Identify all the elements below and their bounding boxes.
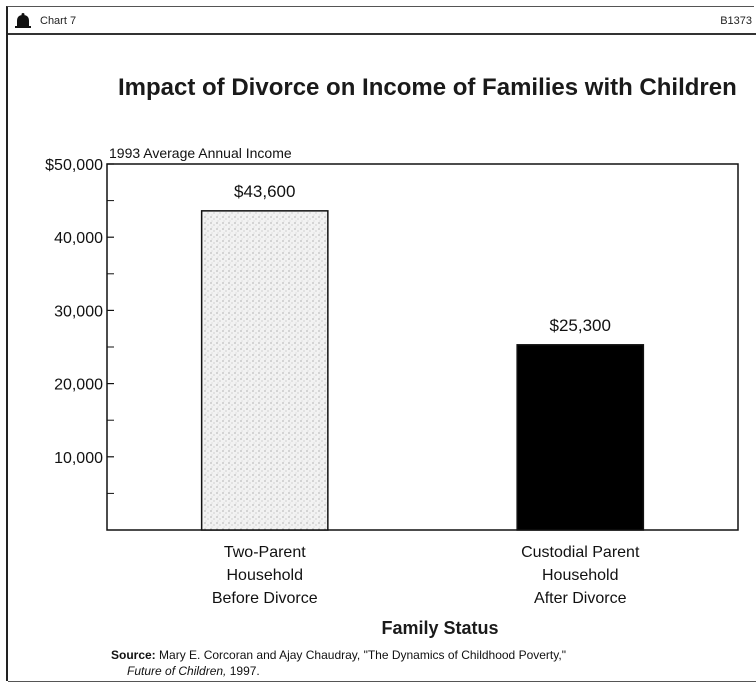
y-tick-label: 20,000 — [54, 377, 103, 394]
y-tick-label: 30,000 — [54, 303, 103, 320]
bar-1 — [200, 210, 329, 531]
y-tick-label: $50,000 — [45, 157, 103, 174]
chart-title: Impact of Divorce on Income of Families … — [118, 74, 737, 101]
bar-value-label: $25,300 — [550, 316, 611, 335]
bell-icon — [15, 13, 31, 28]
source-note: Source: Mary E. Corcoran and Ajay Chaudr… — [111, 648, 566, 662]
bottom-rule — [8, 681, 756, 682]
category-label: Household — [542, 567, 619, 584]
document-code: B1373 — [720, 15, 752, 27]
y-tick-label: 10,000 — [54, 450, 103, 467]
source-text: Mary E. Corcoran and Ajay Chaudray, "The… — [159, 648, 566, 662]
bar-2 — [516, 344, 645, 531]
category-label: Two-Parent — [224, 544, 306, 561]
bars — [200, 210, 645, 531]
source-citation: Future of Children, 1997. — [127, 664, 260, 678]
data-labels: $43,600 $25,300 — [234, 182, 611, 335]
bar-value-label: $43,600 — [234, 182, 295, 201]
y-tick-label: 40,000 — [54, 230, 103, 247]
header-rule — [8, 33, 756, 35]
source-journal: Future of Children, — [127, 664, 227, 678]
x-axis-label: Family Status — [381, 618, 498, 638]
chart-frame — [6, 6, 754, 681]
category-label: After Divorce — [534, 590, 627, 607]
source-year: 1997. — [229, 664, 260, 678]
chart-number: Chart 7 — [40, 15, 77, 27]
x-axis-labels: Two-Parent Household Before Divorce Custodi… — [212, 544, 640, 607]
y-axis-label: 1993 Average Annual Income — [109, 145, 292, 161]
category-label: Household — [227, 567, 304, 584]
source-label: Source: — [111, 648, 156, 662]
category-label: Before Divorce — [212, 590, 318, 607]
y-axis: 10,000 20,000 30,000 40,000 $50,000 — [45, 157, 114, 494]
category-label: Custodial Parent — [521, 544, 640, 561]
